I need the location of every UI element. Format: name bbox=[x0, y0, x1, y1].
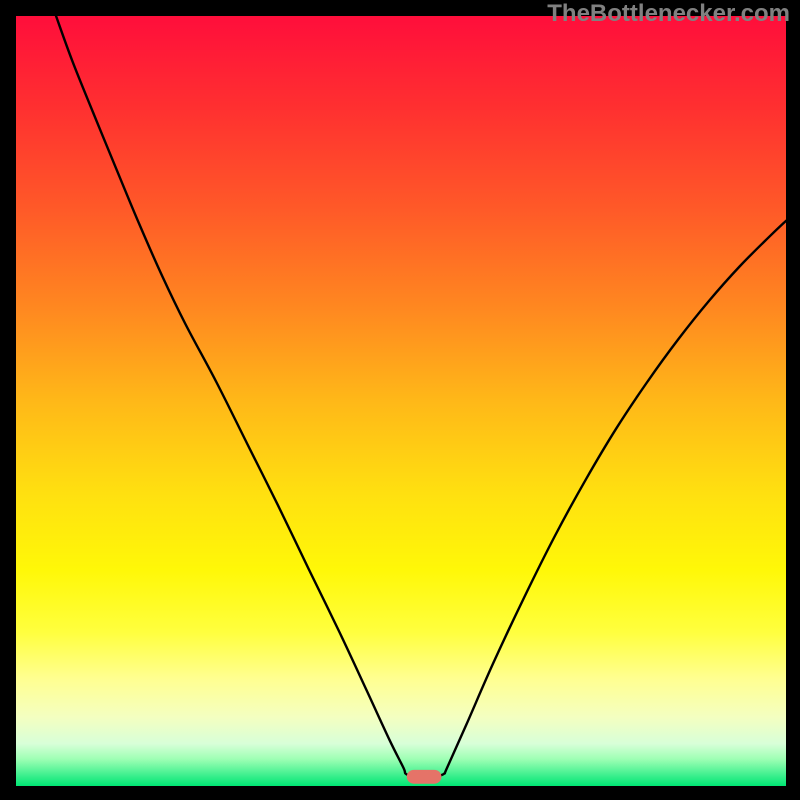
optimal-marker bbox=[407, 770, 442, 784]
curve-layer bbox=[16, 16, 786, 786]
watermark-text: TheBottlenecker.com bbox=[547, 0, 790, 28]
bottleneck-curve bbox=[56, 16, 786, 776]
plot-area bbox=[16, 16, 786, 786]
chart-container: TheBottlenecker.com bbox=[0, 0, 800, 800]
